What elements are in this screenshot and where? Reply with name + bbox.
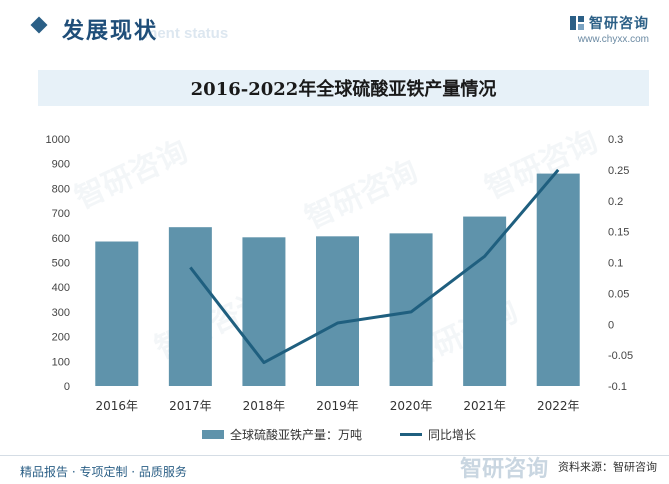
bar-2022年 <box>536 173 580 386</box>
section-title: 发展现状 <box>62 19 159 44</box>
y-right-tick-label: 0.1 <box>608 258 623 270</box>
y-left-tick-label: 0 <box>64 381 70 393</box>
chart-title-bar: 2016-2022年全球硫酸亚铁产量情况 <box>38 70 649 106</box>
x-tick-label: 2020年 <box>390 399 433 413</box>
section-subtitle: ment status <box>144 25 229 42</box>
x-tick-label: 2016年 <box>96 399 139 413</box>
y-left-tick-label: 300 <box>52 307 70 319</box>
source-value: 智研咨询 <box>613 460 657 474</box>
growth-line <box>189 168 560 365</box>
y-right-tick-label: 0.2 <box>608 196 623 208</box>
y-left-tick-label: 500 <box>52 258 70 270</box>
legend-item-production: 全球硫酸亚铁产量：万吨 <box>202 426 362 443</box>
footer-divider <box>0 455 669 456</box>
brand-url: www.chyxx.com <box>577 34 649 45</box>
y-right-tick-label: 0.15 <box>608 227 629 239</box>
y-left-tick-label: 800 <box>52 183 70 195</box>
bar-2019年 <box>316 236 359 386</box>
x-tick-label: 2018年 <box>243 399 286 413</box>
x-tick-label: 2019年 <box>316 399 359 413</box>
bar-2016年 <box>95 241 139 386</box>
bar-2021年 <box>463 216 507 386</box>
y-right-tick-label: 0.05 <box>608 288 629 300</box>
footer-source: 智研咨询 资料来源：智研咨询 <box>460 451 657 483</box>
y-left-tick-label: 900 <box>52 159 70 171</box>
chart-title: 2016-2022年全球硫酸亚铁产量情况 <box>190 79 497 100</box>
y-left-tick-label: 400 <box>52 282 70 294</box>
x-tick-label: 2017年 <box>169 399 212 413</box>
y-left-tick-label: 1000 <box>46 134 70 146</box>
y-left-tick-label: 600 <box>52 233 70 245</box>
brand-logo-icon <box>570 16 584 30</box>
brand-name: 智研咨询 <box>589 16 649 32</box>
legend-label-growth: 同比增长 <box>428 428 477 442</box>
legend: 全球硫酸亚铁产量：万吨 同比增长 <box>0 426 669 444</box>
x-tick-label: 2022年 <box>537 399 580 413</box>
legend-label-production: 全球硫酸亚铁产量：万吨 <box>230 428 363 442</box>
source-label: 资料来源： <box>558 460 613 474</box>
y-left-tick-label: 100 <box>52 356 70 368</box>
legend-line-swatch <box>400 433 422 436</box>
y-right-tick-label: -0.1 <box>608 381 627 393</box>
y-right-tick-label: -0.05 <box>608 350 633 362</box>
y-left-tick-label: 700 <box>52 208 70 220</box>
x-tick-label: 2021年 <box>463 399 506 413</box>
footer-tagline: 精品报告 · 专项定制 · 品质服务 <box>20 465 187 479</box>
y-right-tick-label: 0.3 <box>608 134 623 146</box>
y-right-tick-label: 0 <box>608 319 614 331</box>
y-left-tick-label: 200 <box>52 332 70 344</box>
bar-2017年 <box>168 227 212 386</box>
brand: 智研咨询 www.chyxx.com <box>569 13 649 45</box>
y-right-tick-label: 0.25 <box>608 165 629 177</box>
bar-2020年 <box>389 233 433 386</box>
legend-bar-swatch <box>202 430 224 439</box>
section-header: ment status 发展现状 智研咨询 www.chyxx.com <box>0 0 669 60</box>
legend-item-growth: 同比增长 <box>400 426 476 443</box>
footer-brand-watermark: 智研咨询 <box>460 457 549 482</box>
